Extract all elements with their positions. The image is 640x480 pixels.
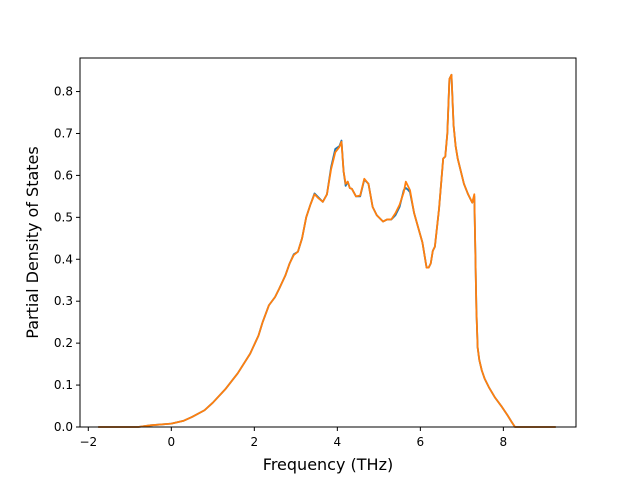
series-layer [97, 73, 557, 428]
series-line-2 [97, 73, 557, 428]
x-axis-label: Frequency (THz) [263, 455, 393, 474]
x-tick-label: 8 [500, 435, 508, 449]
y-axis-label: Partial Density of States [23, 146, 42, 338]
y-tick-label: 0.5 [54, 210, 73, 224]
x-tick-label: 4 [334, 435, 342, 449]
y-tick-label: 0.8 [54, 85, 73, 99]
x-tick-label: 0 [167, 435, 175, 449]
y-tick-label: 0.3 [54, 294, 73, 308]
x-tick-label: 2 [251, 435, 259, 449]
y-tick-label: 0.1 [54, 378, 73, 392]
y-tick-label: 0.2 [54, 336, 73, 350]
y-axis-ticks: 0.0 0.1 0.2 0.3 0.4 0.5 0.6 0.7 0.8 [54, 85, 80, 434]
x-tick-label: 6 [417, 435, 425, 449]
y-tick-label: 0.7 [54, 126, 73, 140]
y-tick-label: 0.4 [54, 252, 73, 266]
y-tick-label: 0.0 [54, 420, 73, 434]
plot-frame [79, 57, 577, 428]
y-tick-label: 0.6 [54, 168, 73, 182]
plot-area [80, 58, 576, 427]
x-axis-ticks: −2 0 2 4 6 8 [79, 427, 507, 449]
x-tick-label: −2 [79, 435, 97, 449]
